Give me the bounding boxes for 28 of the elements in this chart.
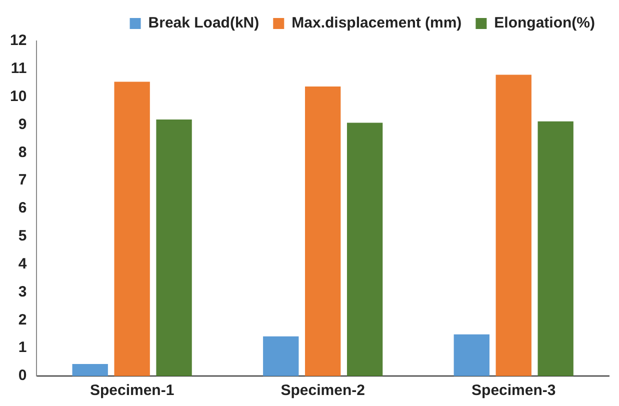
- y-tick-label: 10: [10, 88, 27, 105]
- legend-label: Max.displacement (mm): [292, 14, 462, 32]
- y-tick-label: 2: [18, 311, 27, 328]
- bar: [346, 122, 383, 376]
- y-tick-label: 9: [18, 116, 27, 133]
- y-tick-label: 11: [10, 60, 27, 78]
- legend-label: Break Load(kN): [148, 14, 260, 32]
- x-tick-label: Specimen-3: [472, 382, 556, 400]
- bar: [114, 82, 150, 376]
- bar: [538, 121, 574, 376]
- bar: [305, 86, 341, 376]
- bar: [263, 336, 299, 376]
- bar: [496, 74, 532, 376]
- y-tick-label: 1: [18, 339, 27, 356]
- bar: [454, 334, 490, 376]
- x-tick-label: Specimen-2: [280, 382, 365, 400]
- bar: [72, 364, 108, 376]
- bar: [156, 119, 192, 376]
- y-tick-label: 4: [18, 255, 28, 272]
- y-tick-label: 8: [18, 144, 27, 161]
- y-tick-label: 5: [18, 228, 27, 245]
- y-tick-label: 3: [18, 283, 27, 300]
- y-tick-label: 7: [18, 172, 27, 189]
- y-tick-label: 0: [18, 367, 27, 384]
- y-tick-label: 12: [10, 32, 27, 50]
- legend-label: Elongation(%): [494, 14, 596, 32]
- y-tick-label: 6: [18, 200, 27, 217]
- x-tick-label: Specimen-1: [90, 382, 174, 400]
